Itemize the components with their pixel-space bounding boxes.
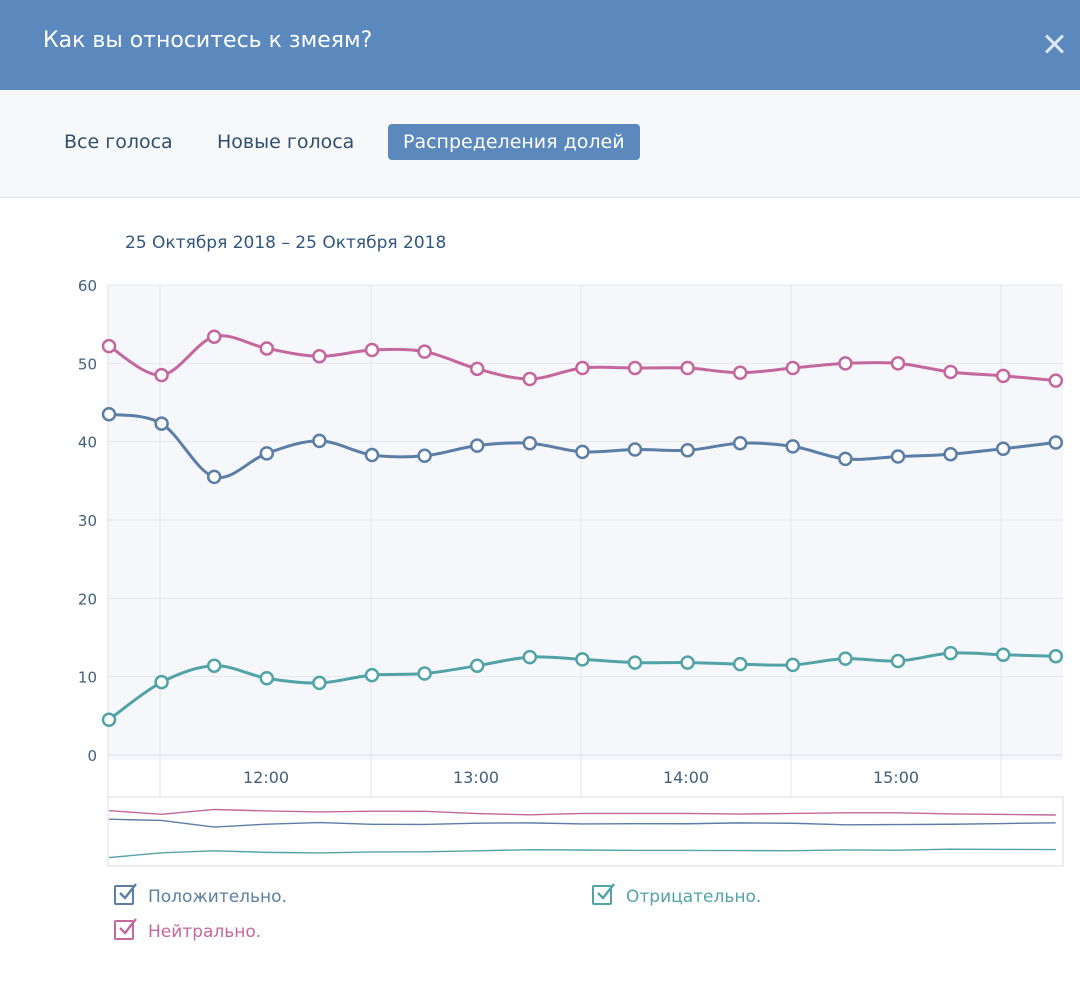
data-point-positive [154, 416, 169, 431]
legend-label-positive: Положительно. [148, 887, 287, 907]
data-point-negative [943, 645, 958, 661]
navigator-area [107, 796, 1064, 867]
modal-header: Как вы относитесь к змеям? [0, 0, 1080, 90]
data-point-neutral [206, 329, 222, 344]
data-point-neutral [732, 365, 748, 380]
data-point-positive [838, 451, 853, 467]
data-point-neutral [575, 360, 590, 376]
data-point-neutral [469, 361, 485, 377]
data-point-negative [101, 712, 117, 727]
x-tick-label: 13:00 [453, 768, 499, 787]
y-tick-label: 30 [78, 512, 97, 530]
data-point-neutral [259, 341, 275, 356]
data-point-positive [417, 448, 432, 464]
modal-title: Как вы относитесь к змеям? [43, 28, 373, 53]
data-point-negative [680, 655, 695, 670]
data-point-positive [312, 433, 327, 449]
data-point-neutral [943, 364, 958, 380]
data-point-negative [469, 658, 485, 673]
data-point-negative [890, 653, 906, 669]
data-point-neutral [312, 349, 327, 364]
data-point-neutral [417, 344, 432, 359]
data-point-neutral [838, 356, 853, 371]
data-point-positive [627, 442, 643, 457]
data-point-positive [206, 469, 222, 485]
data-point-negative [364, 667, 380, 683]
y-tick-label: 50 [78, 355, 97, 373]
checkbox-neutral[interactable] [114, 918, 137, 940]
data-point-positive [680, 443, 695, 458]
data-point-positive [943, 446, 958, 462]
data-point-negative [154, 674, 169, 690]
data-point-positive [732, 435, 748, 451]
legend-label-negative: Отрицательно. [626, 887, 762, 907]
data-point-negative [575, 652, 590, 667]
data-point-positive [522, 435, 538, 451]
data-point-positive [259, 446, 275, 461]
x-tick-label: 14:00 [663, 768, 709, 787]
tab-all-votes[interactable]: Все голоса [64, 131, 173, 153]
data-point-neutral [1048, 373, 1064, 388]
data-point-positive [785, 439, 801, 454]
checkbox-negative[interactable] [592, 883, 615, 905]
navigator-line-neutral [108, 808, 1056, 816]
check-icon [119, 883, 137, 900]
checkbox-positive[interactable] [114, 883, 137, 905]
data-point-positive [575, 444, 590, 460]
data-point-neutral [995, 368, 1011, 384]
check-icon [597, 883, 615, 900]
data-point-positive [101, 407, 117, 422]
data-point-neutral [154, 367, 169, 383]
data-point-positive [1048, 435, 1064, 450]
data-point-neutral [101, 338, 117, 354]
y-tick-label: 60 [78, 277, 97, 295]
data-point-positive [364, 447, 380, 463]
navigator-line-negative [108, 848, 1056, 859]
tab-new-votes[interactable]: Новые голоса [217, 131, 355, 153]
navigator-line-positive [108, 818, 1056, 828]
data-point-negative [838, 651, 853, 666]
check-icon [119, 918, 137, 935]
data-point-negative [1048, 649, 1064, 664]
data-point-negative [312, 675, 327, 691]
data-point-positive [469, 438, 485, 453]
data-point-positive [890, 449, 906, 464]
plot-area [108, 285, 1063, 760]
tab-bar: Все голоса Новые голоса Распределения до… [0, 90, 1080, 198]
x-tick-label: 15:00 [873, 768, 919, 787]
legend-label-neutral: Нейтрально. [148, 922, 262, 942]
data-point-positive [995, 441, 1011, 456]
data-point-negative [785, 657, 801, 673]
data-point-negative [732, 656, 748, 672]
y-tick-label: 0 [87, 747, 97, 765]
date-range: 25 Октября 2018 – 25 Октября 2018 [125, 233, 447, 253]
data-point-negative [417, 666, 432, 681]
data-point-neutral [522, 371, 538, 387]
data-point-neutral [785, 360, 801, 376]
y-tick-label: 20 [78, 590, 97, 608]
y-tick-label: 10 [78, 669, 97, 687]
x-tick-label: 12:00 [243, 768, 289, 787]
data-point-negative [206, 658, 222, 673]
data-point-negative [995, 647, 1011, 662]
data-point-neutral [627, 360, 643, 376]
tab-share-distribution[interactable]: Распределения долей [388, 124, 640, 160]
data-point-neutral [890, 356, 906, 371]
data-point-neutral [364, 342, 380, 358]
data-point-negative [627, 655, 643, 670]
data-point-negative [259, 670, 275, 686]
data-point-negative [522, 649, 538, 665]
y-tick-label: 40 [78, 434, 97, 452]
data-point-neutral [680, 360, 695, 376]
